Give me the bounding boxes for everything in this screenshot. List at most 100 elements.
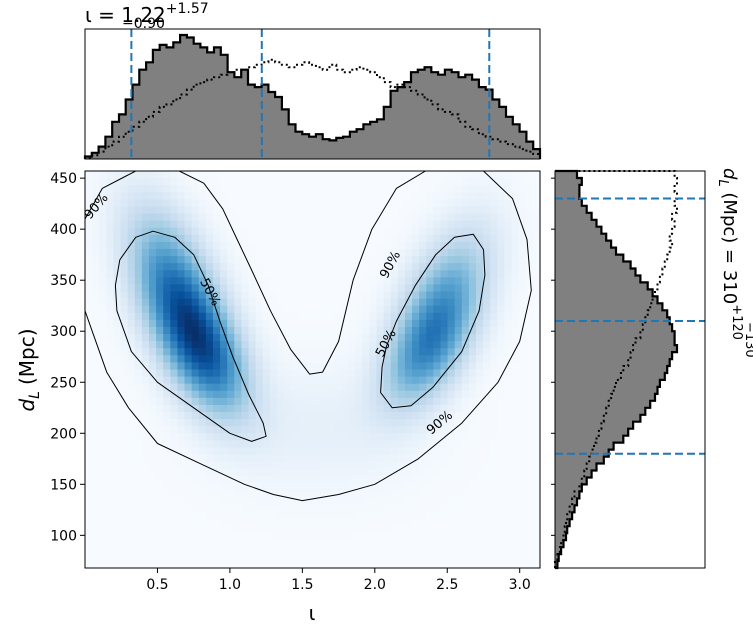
heatmap-cell (106, 440, 114, 448)
heatmap-cell (156, 504, 164, 512)
heatmap-cell (305, 192, 313, 200)
heatmap-cell (334, 483, 342, 491)
heatmap-cell (519, 518, 527, 526)
heatmap-cell (448, 518, 456, 526)
heatmap-cell (156, 511, 164, 519)
heatmap-cell (512, 299, 520, 307)
heatmap-cell (405, 433, 413, 441)
heatmap-cell (462, 256, 470, 264)
heatmap-cell (469, 547, 477, 555)
heatmap-cell (341, 185, 349, 193)
heatmap-cell (391, 440, 399, 448)
heatmap-cell (440, 362, 448, 370)
heatmap-cell (291, 171, 299, 179)
heatmap-cell (462, 228, 470, 236)
heatmap-cell (234, 299, 242, 307)
heatmap-cell (113, 518, 121, 526)
heatmap-cell (206, 192, 214, 200)
heatmap-cell (121, 483, 129, 491)
heatmap-cell (106, 554, 114, 562)
heatmap-cell (298, 412, 306, 420)
heatmap-cell (426, 284, 434, 292)
heatmap-cell (177, 561, 185, 569)
heatmap-cell (369, 206, 377, 214)
heatmap-cell (462, 447, 470, 455)
heatmap-cell (192, 270, 200, 278)
heatmap-cell (512, 277, 520, 285)
heatmap-cell (334, 455, 342, 463)
heatmap-cell (185, 511, 193, 519)
heatmap-cell (206, 447, 214, 455)
heatmap-cell (163, 221, 171, 229)
heatmap-cell (156, 497, 164, 505)
heatmap-cell (113, 192, 121, 200)
heatmap-cell (263, 355, 271, 363)
heatmap-cell (142, 327, 150, 335)
heatmap-cell (526, 362, 534, 370)
heatmap-cell (483, 313, 491, 321)
heatmap-cell (391, 362, 399, 370)
heatmap-cell (334, 412, 342, 420)
heatmap-cell (85, 504, 93, 512)
heatmap-cell (156, 377, 164, 385)
heatmap-cell (113, 242, 121, 250)
heatmap-cell (106, 511, 114, 519)
heatmap-cell (398, 554, 406, 562)
heatmap-cell (533, 277, 541, 285)
heatmap-cell (270, 171, 278, 179)
heatmap-cell (490, 497, 498, 505)
heatmap-cell (305, 554, 313, 562)
heatmap-cell (412, 554, 420, 562)
heatmap-cell (113, 327, 121, 335)
heatmap-cell (298, 214, 306, 222)
heatmap-cell (270, 433, 278, 441)
heatmap-cell (512, 370, 520, 378)
heatmap-cell (227, 504, 235, 512)
heatmap-cell (113, 228, 121, 236)
heatmap-cell (135, 405, 143, 413)
heatmap-cell (305, 249, 313, 257)
heatmap-cell (121, 235, 129, 243)
heatmap-cell (476, 533, 484, 541)
heatmap-cell (398, 455, 406, 463)
heatmap-cell (398, 412, 406, 420)
heatmap-cell (469, 263, 477, 271)
heatmap-cell (185, 277, 193, 285)
heatmap-cell (106, 235, 114, 243)
heatmap-cell (320, 178, 328, 186)
heatmap-cell (455, 547, 463, 555)
heatmap-cell (533, 419, 541, 427)
heatmap-cell (519, 171, 527, 179)
heatmap-cell (448, 490, 456, 498)
heatmap-cell (113, 497, 121, 505)
heatmap-cell (270, 185, 278, 193)
heatmap-cell (440, 221, 448, 229)
heatmap-cell (533, 540, 541, 548)
heatmap-cell (270, 412, 278, 420)
heatmap-cell (384, 511, 392, 519)
x-tick-label: 0.5 (146, 577, 168, 593)
heatmap-cell (519, 249, 527, 257)
heatmap-cell (497, 490, 505, 498)
heatmap-cell (369, 235, 377, 243)
heatmap-cell (327, 440, 335, 448)
heatmap-cell (256, 447, 264, 455)
heatmap-cell (533, 284, 541, 292)
heatmap-cell (455, 440, 463, 448)
heatmap-cell (305, 206, 313, 214)
heatmap-cell (462, 199, 470, 207)
heatmap-cell (199, 249, 207, 257)
heatmap-cell (369, 270, 377, 278)
heatmap-cell (455, 228, 463, 236)
heatmap-cell (163, 540, 171, 548)
heatmap-cell (170, 455, 178, 463)
heatmap-cell (113, 561, 121, 569)
heatmap-cell (426, 221, 434, 229)
heatmap-cell (426, 525, 434, 533)
heatmap-cell (149, 398, 157, 406)
heatmap-cell (341, 221, 349, 229)
heatmap-cell (462, 398, 470, 406)
heatmap-cell (320, 242, 328, 250)
heatmap-cell (362, 327, 370, 335)
heatmap-cell (476, 455, 484, 463)
